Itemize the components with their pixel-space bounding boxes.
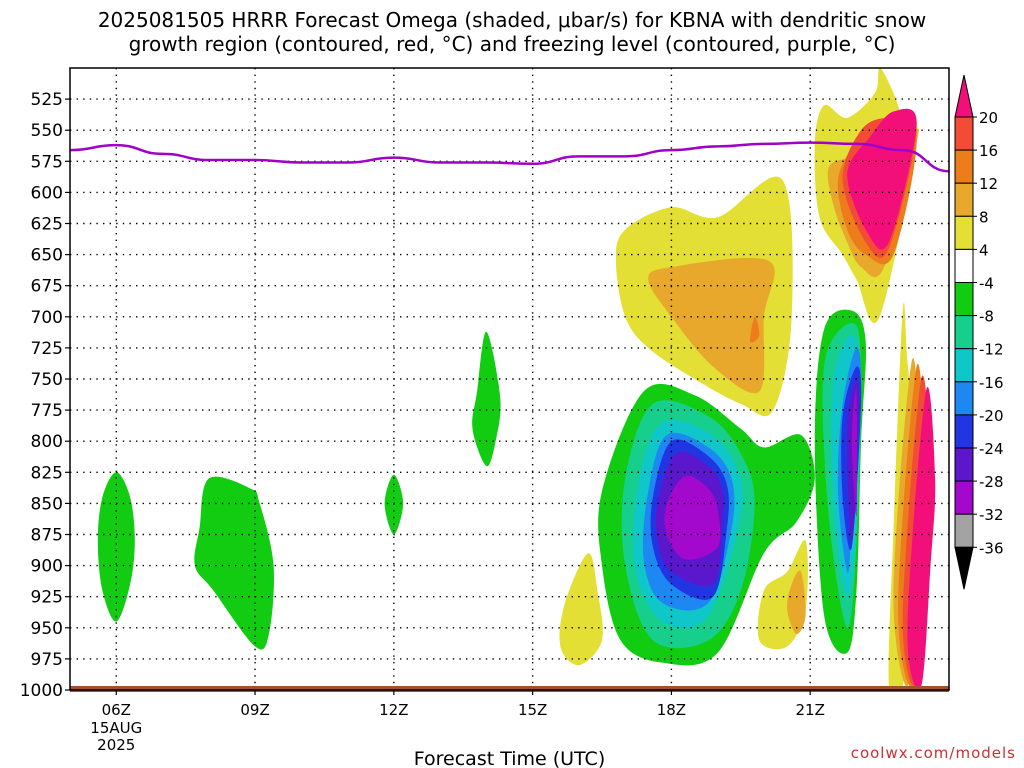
colorbar-label-9: -20 [979, 407, 1004, 425]
ground-strip [70, 686, 949, 692]
y-tick-label-750: 750 [31, 370, 63, 390]
colorbar-label-10: -24 [979, 440, 1004, 458]
colorbar-label-1: 16 [979, 142, 998, 160]
colorbar-label-12: -32 [979, 506, 1004, 524]
colorbar-label-6: -8 [979, 308, 994, 326]
y-tick-label-625: 625 [31, 215, 63, 235]
y-tick-label-950: 950 [31, 619, 63, 639]
y-tick-label-650: 650 [31, 246, 63, 266]
omega-shading [97, 68, 936, 690]
omega-region-3 [472, 331, 501, 467]
omega-region-16 [664, 475, 721, 560]
colorbar-box-2 [954, 149, 974, 184]
y-tick-label-800: 800 [31, 432, 63, 452]
colorbar-label-7: -12 [979, 341, 1004, 359]
colorbar-top-arrow [954, 74, 974, 118]
colorbar-box-9 [954, 381, 974, 416]
colorbar-label-5: -4 [979, 275, 994, 293]
colorbar-box-11 [954, 447, 974, 482]
x-tick-sublabel-1: 2025 [97, 736, 135, 754]
colorbar-box-13 [954, 513, 974, 548]
y-tick-label-825: 825 [31, 463, 63, 483]
colorbar-box-3 [954, 182, 974, 217]
colorbar-label-8: -16 [979, 374, 1004, 392]
y-tick-label-725: 725 [31, 339, 63, 359]
colorbar-label-3: 8 [979, 208, 989, 226]
colorbar-label-11: -28 [979, 473, 1004, 491]
y-tick-label-550: 550 [31, 121, 63, 141]
x-tick-sublabel-0: 15AUG [90, 719, 142, 737]
y-tick-label-975: 975 [31, 650, 63, 670]
y-tick-label-900: 900 [31, 557, 63, 577]
omega-region-7 [749, 316, 760, 343]
x-tick-label-21Z: 21Z [796, 701, 825, 719]
colorbar-box-6 [954, 282, 974, 317]
omega-region-6 [648, 257, 775, 394]
colorbar-label-2: 12 [979, 175, 998, 193]
colorbar-box-8 [954, 348, 974, 383]
colorbar-box-1 [954, 116, 974, 151]
x-tick-label-12Z: 12Z [379, 701, 408, 719]
chart-title-line-2: growth region (contoured, red, °C) and f… [128, 32, 896, 56]
x-tick-label-15Z: 15Z [518, 701, 547, 719]
credit-text: coolwx.com/models [850, 744, 1016, 762]
colorbar-label-4: 4 [979, 241, 989, 259]
colorbar-label-13: -36 [979, 539, 1004, 557]
colorbar-box-12 [954, 480, 974, 515]
y-tick-label-525: 525 [31, 90, 63, 110]
x-axis-title: Forecast Time (UTC) [414, 748, 605, 768]
y-tick-label-1000: 1000 [20, 681, 63, 701]
colorbar-box-7 [954, 315, 974, 350]
freezing-level-line [70, 141, 949, 173]
y-tick-label-575: 575 [31, 152, 63, 172]
x-tick-label-06Z: 06Z [102, 701, 131, 719]
omega-region-1 [194, 476, 274, 650]
y-tick-label-700: 700 [31, 308, 63, 328]
colorbar-box-4 [954, 215, 974, 250]
omega-region-4 [559, 553, 603, 666]
colorbar-box-10 [954, 414, 974, 449]
omega-region-33 [907, 386, 936, 689]
colorbar-box-5 [954, 248, 974, 283]
colorbar-label-0: 20 [979, 109, 998, 127]
y-tick-label-675: 675 [31, 277, 63, 297]
omega-region-9 [786, 570, 806, 635]
y-tick-label-600: 600 [31, 183, 63, 203]
omega-region-0 [97, 472, 135, 622]
omega-region-23 [851, 389, 858, 517]
y-tick-label-775: 775 [31, 401, 63, 421]
y-tick-label-925: 925 [31, 588, 63, 608]
chart-title-line-1: 2025081505 HRRR Forecast Omega (shaded, … [97, 8, 927, 32]
x-tick-label-18Z: 18Z [657, 701, 686, 719]
colorbar-bottom-arrow [954, 546, 974, 590]
x-tick-label-09Z: 09Z [240, 701, 269, 719]
y-tick-label-850: 850 [31, 494, 63, 514]
y-tick-label-875: 875 [31, 526, 63, 546]
